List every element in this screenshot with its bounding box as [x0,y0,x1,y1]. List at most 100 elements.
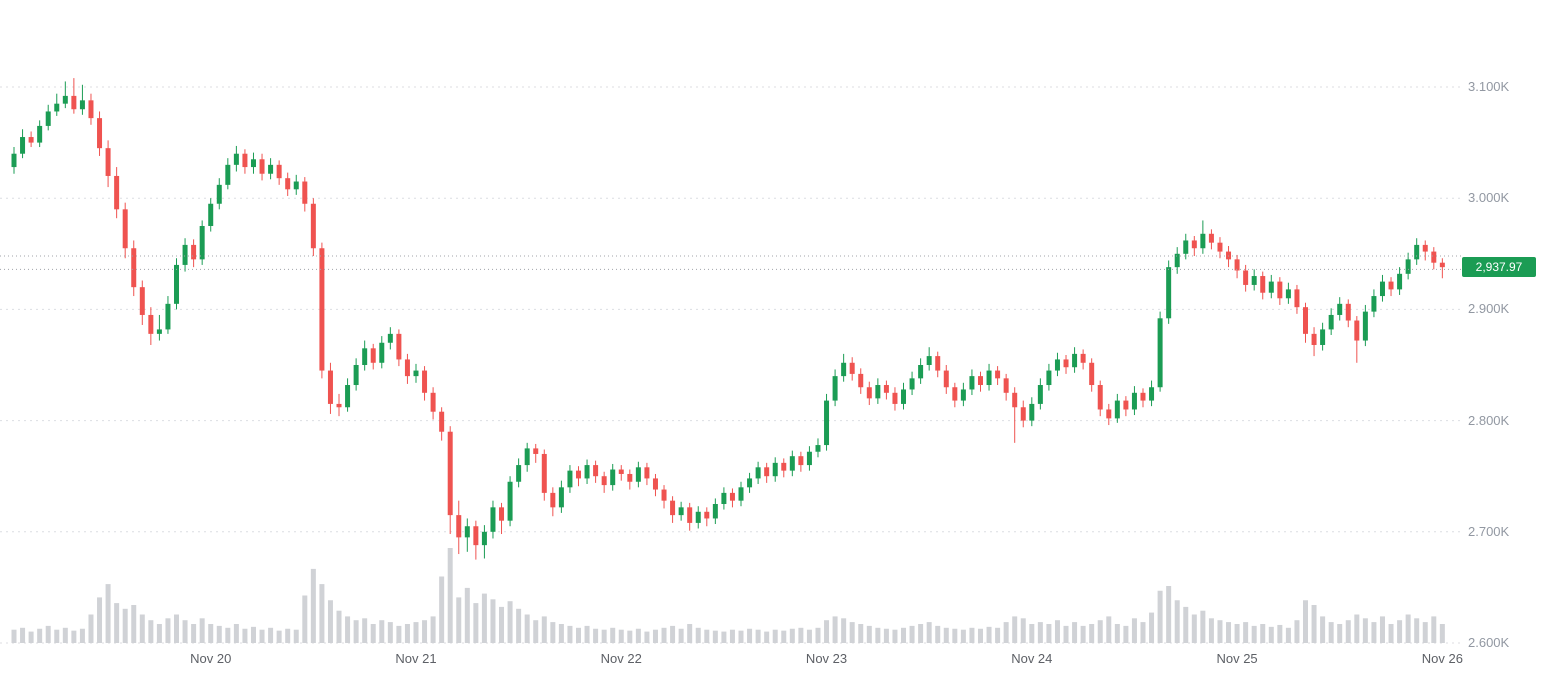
candle-body [191,244,197,260]
last-price-badge: 2,937.97 [1462,257,1536,278]
candle-body [798,456,804,466]
candle-body [1080,353,1086,363]
candle-body [986,370,992,386]
candle-body [1311,333,1317,345]
volume-bar [960,629,966,643]
volume-bar [704,629,710,643]
volume-bar [610,627,616,643]
candle-body [618,469,624,474]
candle-body [242,153,248,168]
candle-body [584,465,590,479]
candle-body [721,492,727,504]
candle-body [627,473,633,482]
volume-bar [1037,622,1043,643]
volume-bar [1422,622,1428,643]
candle-body [516,465,522,482]
candle-body [832,376,838,401]
candle-body [413,370,419,377]
candle-body [1114,400,1120,419]
volume-bar [1123,625,1129,643]
candle-body [1388,281,1394,290]
candle-body [1422,244,1428,252]
candle-body [456,515,462,538]
volume-bar [1303,600,1309,643]
candle-body [216,184,222,204]
volume-bar [1166,586,1172,643]
volume-bar [1106,616,1112,643]
volume-bar [139,614,145,643]
volume-bar [678,628,684,643]
volume-bar [1226,622,1232,643]
candle-body [815,445,821,452]
volume-bar [644,631,650,643]
volume-bar [208,624,214,643]
volume-bar [1251,625,1257,643]
volume-bar [379,620,385,643]
volume-bar [772,629,778,643]
volume-bar [345,616,351,643]
candle-body [1439,262,1445,268]
volume-bar [618,629,624,643]
candle-body [1345,303,1351,321]
volume-bar [11,629,17,643]
candle-body [387,333,393,343]
candle-body [1414,244,1420,260]
candle-body [71,95,77,110]
volume-bar [199,618,205,643]
candle-body [45,111,51,126]
volume-bar [995,627,1001,643]
candle-body [1405,259,1411,274]
volume-bar [969,627,975,643]
candle-body [969,376,975,390]
volume-bar [1234,624,1240,643]
candle-body [1191,240,1197,249]
volume-bar [1089,624,1095,643]
volume-bar [789,628,795,643]
volume-bar [1243,622,1249,643]
date-axis-label: Nov 26 [1421,651,1463,666]
volume-bar [97,597,103,643]
candle-body [148,314,154,334]
candle-body [362,348,368,365]
volume-bar [396,625,402,643]
volume-bar [1191,614,1197,643]
candle-body [875,385,881,399]
candle-body [1328,314,1334,330]
candle-body [20,137,26,154]
candle-body [268,164,274,174]
volume-bar [1003,622,1009,643]
candle-body [276,164,282,179]
volume-bar [114,603,120,643]
candle-body [1268,281,1274,293]
candle-body [97,118,103,149]
volume-bar [447,548,453,643]
candle-body [11,153,17,168]
candle-body [430,392,436,412]
volume-bar [1362,618,1368,643]
volume-bar [1345,620,1351,643]
candle-body [473,526,479,546]
candle-body [422,370,428,393]
candle-body [156,329,162,334]
volume-bar [293,629,299,643]
volume-bar [250,626,256,643]
candle-body [105,148,111,176]
candle-body [353,365,359,386]
candle-body [233,153,239,165]
volume-bar [387,622,393,643]
candle-body [379,342,385,363]
candle-body [849,362,855,374]
candle-body [302,181,308,204]
candle-body [122,209,128,249]
volume-bar [1157,590,1163,643]
volume-bar [37,628,43,643]
volume-bar [1063,625,1069,643]
candle-body [1072,353,1078,368]
volume-bar [892,629,898,643]
volume-bar [721,631,727,643]
date-axis-label: Nov 20 [190,651,232,666]
volume-bar [926,622,932,643]
volume-bar [918,624,924,643]
